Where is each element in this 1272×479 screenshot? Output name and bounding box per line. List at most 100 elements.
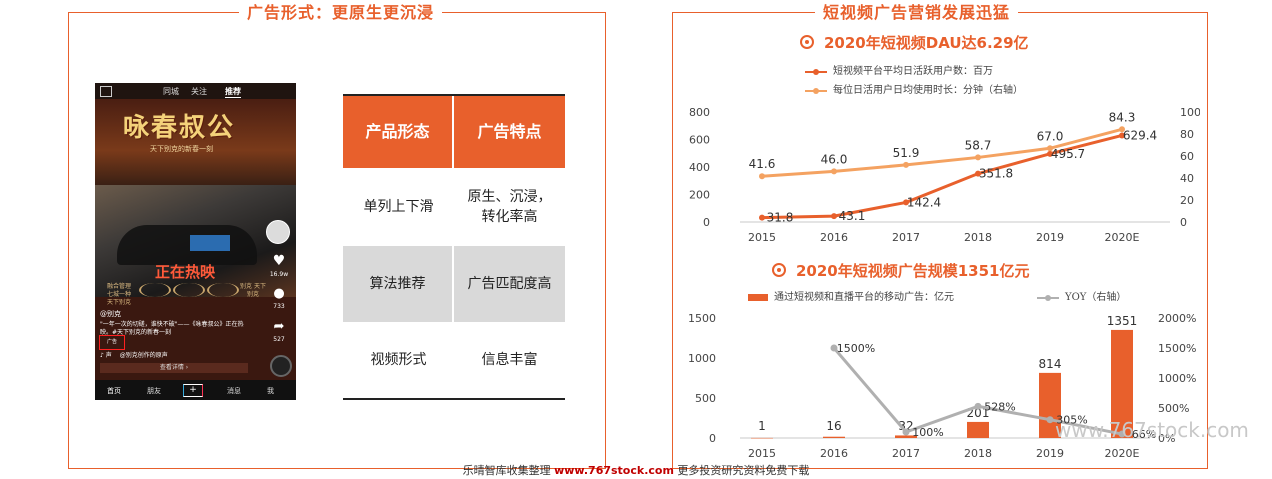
brand-avatar[interactable] bbox=[266, 220, 290, 244]
music-disc-icon[interactable] bbox=[270, 355, 292, 377]
data-point bbox=[903, 199, 909, 206]
bar bbox=[1111, 329, 1133, 438]
y-tick-label-left: 800 bbox=[689, 106, 710, 119]
chart1-legend-item-1: 短视频平台平均日活跃用户数：百万 bbox=[805, 62, 993, 77]
series-line bbox=[761, 127, 1123, 178]
y-tick-label-left: 400 bbox=[689, 161, 710, 174]
chart1-legend-item-2: 每位日活用户日均使用时长：分钟（右轴） bbox=[805, 81, 1023, 96]
y-tick-label-left: 500 bbox=[695, 392, 716, 405]
view-details-button[interactable]: 查看详情 › bbox=[100, 363, 248, 373]
music-label: 声 bbox=[105, 352, 112, 359]
table-cell: 算法推荐 bbox=[343, 246, 454, 322]
x-tick-label: 2015 bbox=[748, 447, 776, 460]
x-tick-label: 2019 bbox=[1036, 447, 1064, 460]
bar-value-label: 16 bbox=[826, 419, 841, 433]
share-count: 527 bbox=[273, 336, 285, 343]
data-label: 46.0 bbox=[821, 152, 848, 166]
x-tick-label: 2015 bbox=[748, 231, 776, 244]
yoy-point bbox=[974, 402, 982, 410]
data-label: 58.7 bbox=[965, 138, 992, 152]
music-line[interactable]: ♪ 声 @别克创作的原声 bbox=[100, 350, 168, 359]
like-count: 16.9w bbox=[269, 271, 289, 278]
y-tick-label-right: 1000% bbox=[1158, 372, 1196, 385]
tab-same-city[interactable]: 同城 bbox=[163, 87, 179, 96]
bar bbox=[967, 421, 989, 438]
ad-revenue-bar-chart: 0 500 1000 1500 0% 500% 1000% 1500% 2000% 2015 201… bbox=[688, 312, 1196, 460]
poster-title: 咏春叔公 bbox=[123, 113, 236, 143]
table-row: 视频形式 信息丰富 bbox=[343, 322, 565, 400]
table-header-row: 产品形态 广告特点 bbox=[343, 94, 565, 168]
data-label: 41.6 bbox=[749, 157, 776, 171]
legend-line-marker bbox=[1037, 294, 1059, 301]
data-point bbox=[1119, 132, 1125, 139]
phone-bottom-nav: 首页 朋友 + 消息 我 bbox=[95, 380, 296, 400]
data-point bbox=[1119, 126, 1125, 133]
bar bbox=[751, 437, 773, 439]
laurel-4 bbox=[207, 283, 239, 297]
x-tick-label: 2017 bbox=[892, 231, 920, 244]
laurel-5: 别克 天下别克 bbox=[240, 283, 266, 298]
target-icon bbox=[772, 263, 786, 277]
legend-line-marker bbox=[805, 68, 827, 75]
yoy-label: 1500% bbox=[837, 342, 875, 355]
comment-icon[interactable]: ● bbox=[273, 286, 285, 301]
y-tick-label-left: 200 bbox=[689, 189, 710, 202]
nav-friends[interactable]: 朋友 bbox=[147, 387, 161, 395]
data-point bbox=[759, 214, 765, 221]
table-row: 算法推荐 广告匹配度高 bbox=[343, 246, 565, 322]
tab-following[interactable]: 关注 bbox=[191, 87, 207, 96]
video-scene[interactable] bbox=[95, 185, 296, 297]
x-tick-label: 2018 bbox=[964, 231, 992, 244]
yoy-point bbox=[902, 428, 910, 436]
y-tick-label-right: 2000% bbox=[1158, 312, 1196, 325]
nav-home[interactable]: 首页 bbox=[107, 387, 121, 395]
data-label: 495.7 bbox=[1051, 147, 1085, 161]
footer-suffix: 更多投资研究资料免费下载 bbox=[673, 464, 810, 477]
nav-me[interactable]: 我 bbox=[267, 387, 274, 395]
y-tick-label-left: 0 bbox=[709, 432, 716, 445]
now-showing-text: 正在热映 bbox=[155, 263, 216, 281]
y-tick-label-right: 40 bbox=[1180, 172, 1194, 185]
user-name[interactable]: @别克 bbox=[100, 310, 121, 318]
poster-banner: 咏春叔公 天下别克的新春一刻 bbox=[95, 99, 296, 185]
heart-icon[interactable]: ♥ bbox=[272, 253, 286, 269]
table-cell: 信息丰富 bbox=[481, 352, 538, 368]
phone-top-bar: 同城 关注 推荐 bbox=[95, 83, 296, 99]
grid-icon[interactable] bbox=[100, 86, 112, 97]
y-tick-label-right: 500% bbox=[1158, 402, 1189, 415]
share-icon[interactable]: ➦ bbox=[273, 319, 285, 334]
comment-count: 733 bbox=[273, 303, 285, 310]
y-tick-label-right: 80 bbox=[1180, 128, 1194, 141]
add-video-button[interactable]: + bbox=[183, 384, 203, 397]
legend-bar-marker bbox=[748, 294, 768, 301]
data-point bbox=[1047, 145, 1053, 152]
legend-label: 通过短视频和直播平台的移动广告：亿元 bbox=[774, 292, 954, 303]
legend-label: 短视频平台平均日活跃用户数：百万 bbox=[833, 66, 993, 77]
y-tick-label-right: 100 bbox=[1180, 106, 1200, 119]
panel-title-ad-format: 广告形式：更原生更沉浸 bbox=[239, 4, 443, 22]
bar bbox=[895, 435, 917, 438]
bar-value-label: 814 bbox=[1039, 357, 1062, 371]
bar-value-label: 1351 bbox=[1107, 314, 1138, 328]
data-label: 43.1 bbox=[839, 209, 866, 223]
y-tick-label-right: 1500% bbox=[1158, 342, 1196, 355]
yoy-point bbox=[830, 344, 838, 352]
table-cell: 广告匹配度高 bbox=[467, 276, 552, 292]
nav-messages[interactable]: 消息 bbox=[227, 387, 241, 395]
x-tick-label: 2020E bbox=[1105, 231, 1140, 244]
laurel-1: 融合管理 七城一种 天下别克 bbox=[106, 283, 131, 306]
tab-recommend[interactable]: 推荐 bbox=[225, 87, 241, 98]
y-tick-label-right: 0% bbox=[1158, 432, 1175, 445]
footer-link[interactable]: www.767stock.com bbox=[554, 464, 674, 477]
phone-screenshot: 同城 关注 推荐 咏春叔公 天下别克的新春一刻 正在热映 融合管理 七城一种 天… bbox=[95, 83, 296, 400]
laurel-3 bbox=[173, 283, 205, 297]
y-tick-label-left: 600 bbox=[689, 134, 710, 147]
y-tick-label-left: 1000 bbox=[688, 352, 716, 365]
y-tick-label-left: 0 bbox=[703, 216, 710, 229]
x-tick-label: 2019 bbox=[1036, 231, 1064, 244]
table-row: 单列上下滑 原生、沉浸，转化率高 bbox=[343, 168, 565, 246]
legend-label: YOY（右轴） bbox=[1065, 292, 1127, 303]
y-tick-label-right: 0 bbox=[1180, 216, 1187, 229]
series-line bbox=[761, 134, 1123, 220]
table-cell: 视频形式 bbox=[370, 352, 427, 368]
